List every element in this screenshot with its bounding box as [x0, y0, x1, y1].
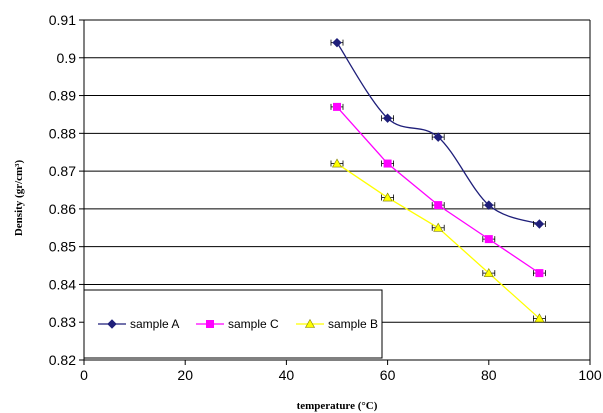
y-tick-label: 0.84 — [49, 276, 76, 292]
series-line — [336, 106, 540, 274]
x-tick-label: 20 — [177, 367, 193, 383]
series-layer — [330, 37, 546, 323]
data-point — [383, 159, 392, 168]
data-point — [333, 102, 341, 111]
data-point — [483, 267, 494, 277]
data-point — [534, 219, 545, 229]
x-axis-title: temperature (°C) — [297, 400, 378, 412]
series-sample-a — [330, 37, 546, 229]
data-point — [382, 113, 393, 123]
data-point — [534, 313, 545, 323]
data-point — [484, 200, 494, 210]
legend-label: sample B — [328, 317, 378, 331]
data-point — [535, 269, 544, 278]
y-axis-title: Density (gr/cm³) — [13, 160, 25, 237]
ticks-layer: 0.82 0.83 0.84 0.85 0.86 0.87 0.88 0.89 0.9 0.91 0… — [49, 12, 602, 383]
x-tick-label: 40 — [279, 367, 295, 383]
legend-marker — [107, 319, 117, 329]
y-tick-label: 0.86 — [49, 201, 76, 217]
x-tick-label: 0 — [80, 367, 88, 383]
y-tick-label: 0.9 — [57, 50, 77, 66]
legend-marker — [304, 318, 316, 328]
y-tick-label: 0.88 — [49, 125, 76, 141]
legend-marker — [206, 320, 214, 328]
data-point — [382, 192, 393, 202]
y-tick-label: 0.82 — [49, 352, 76, 368]
y-tick-label: 0.91 — [49, 12, 76, 28]
legend-label: sample A — [130, 317, 179, 331]
x-tick-label: 80 — [481, 367, 497, 383]
y-tick-label: 0.85 — [49, 239, 76, 255]
series-sample-b — [330, 158, 546, 323]
legend-box — [83, 289, 383, 359]
y-tick-label: 0.87 — [49, 163, 76, 179]
data-point — [433, 222, 444, 232]
data-point — [332, 37, 342, 48]
legend-label: sample C — [228, 317, 279, 331]
x-tick-label: 100 — [578, 367, 602, 383]
series-sample-c — [330, 102, 546, 278]
data-point — [433, 132, 443, 142]
data-point — [484, 235, 493, 244]
y-tick-label: 0.89 — [49, 88, 76, 104]
legend: sample A sample C sample B — [83, 289, 383, 359]
data-point — [331, 158, 343, 168]
y-tick-label: 0.83 — [49, 314, 76, 330]
x-tick-label: 60 — [380, 367, 396, 383]
data-point — [434, 201, 443, 210]
